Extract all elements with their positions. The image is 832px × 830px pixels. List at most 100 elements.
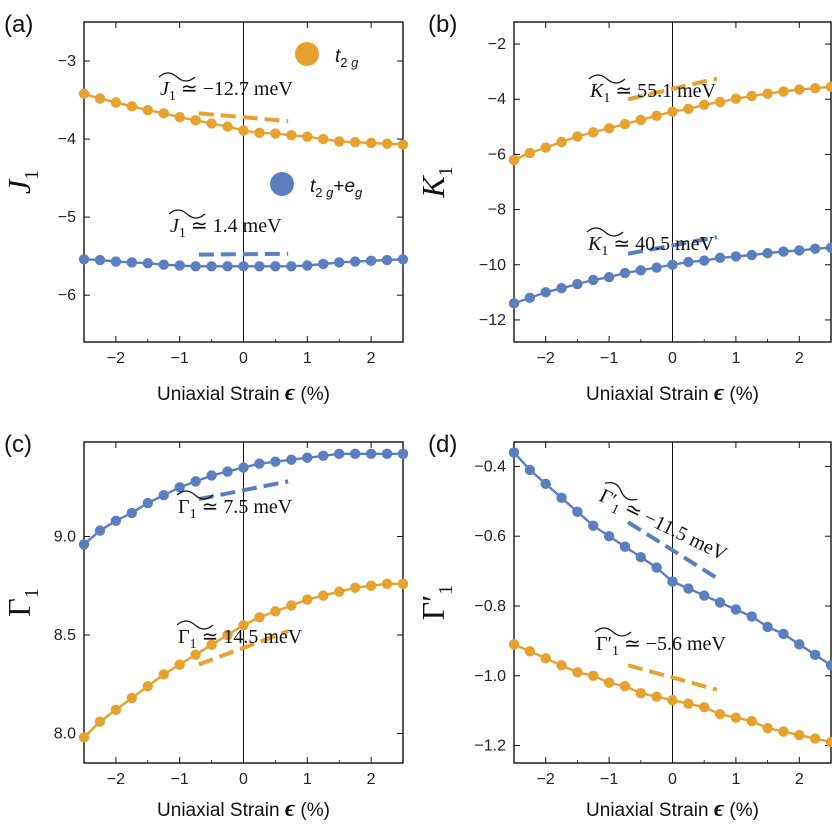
data-point	[556, 136, 567, 148]
data-point	[730, 251, 742, 262]
data-point	[699, 701, 710, 713]
data-point	[683, 256, 694, 268]
x-tick-label: 0	[239, 771, 248, 788]
y-tick-label: −3	[58, 53, 76, 70]
x-tick-label: 1	[303, 771, 312, 788]
y-tick-label: −0.6	[474, 528, 506, 545]
data-point	[126, 507, 138, 519]
data-point	[78, 88, 90, 100]
x-tick-label: 1	[303, 350, 312, 367]
data-point	[683, 698, 694, 709]
data-point	[78, 732, 90, 743]
data-point	[381, 254, 393, 266]
data-point	[397, 254, 409, 265]
tilde-accent	[176, 620, 214, 630]
data-point	[349, 256, 361, 267]
panel-label: (b)	[428, 11, 457, 38]
data-point	[222, 629, 233, 641]
data-point	[572, 131, 583, 142]
data-point	[334, 136, 345, 147]
data-point	[778, 628, 789, 640]
data-point	[556, 283, 567, 294]
slope-annotation: Γ1 ≃ 7.5 meV	[178, 496, 293, 522]
data-point	[572, 506, 583, 517]
data-point	[683, 103, 694, 115]
data-point	[94, 93, 106, 104]
data-point	[746, 90, 757, 102]
data-point	[809, 243, 821, 254]
data-point	[746, 715, 757, 727]
data-point	[349, 582, 361, 593]
data-point	[651, 110, 662, 121]
data-point	[126, 257, 138, 268]
y-tick-label: 8.0	[54, 725, 76, 742]
data-point	[778, 726, 789, 737]
series-t2g	[78, 88, 409, 150]
x-tick-label: 1	[731, 771, 740, 788]
data-point	[238, 261, 249, 272]
data-point	[142, 104, 153, 116]
data-point	[94, 254, 106, 266]
slope-annotation: K1 ≃ 55.1 meV	[589, 80, 717, 106]
slope-dash-line	[198, 479, 289, 502]
data-point	[365, 255, 377, 267]
panel-a: −2 −1 0 1 2 −6 −5 −4 −3 (a) J1 Uniaxial Strain ϵ (%…	[1, 11, 409, 406]
data-point	[238, 619, 249, 631]
legend-marker-t2g	[295, 42, 319, 66]
data-point	[588, 127, 599, 138]
data-point	[397, 139, 409, 150]
y-axis-label: J1	[1, 170, 43, 194]
data-point	[158, 669, 169, 680]
data-point	[174, 260, 185, 271]
slope-dash-line	[627, 235, 718, 256]
data-point	[778, 246, 789, 257]
data-point	[540, 653, 551, 664]
x-tick-label: −2	[537, 771, 555, 788]
legend-label-t2g: t2 g	[335, 46, 359, 70]
x-axis-label: Uniaxial Strain ϵ (%)	[157, 380, 330, 406]
data-point	[714, 252, 726, 264]
y-tick-label: −2	[488, 36, 506, 53]
data-point	[588, 520, 599, 531]
y-tick-label: −10	[479, 257, 506, 274]
data-point	[603, 677, 615, 688]
data-point	[206, 639, 217, 651]
series-t2g	[508, 81, 832, 166]
data-point	[762, 722, 773, 734]
data-point	[524, 646, 536, 657]
y-tick-label: −1.0	[474, 668, 506, 685]
tilde-accent	[158, 72, 196, 82]
data-point	[714, 597, 726, 608]
data-point	[794, 729, 805, 741]
legend: t2 g t2 g+eg	[270, 42, 363, 200]
data-point	[619, 267, 631, 279]
x-axis-label: Uniaxial Strain ϵ (%)	[157, 796, 330, 822]
slope-dash-line	[627, 76, 718, 102]
data-point	[94, 525, 106, 536]
data-point	[302, 594, 313, 605]
data-point	[349, 448, 361, 460]
data-point	[206, 118, 217, 129]
slope-annotation: Γ′1 ≃ −11.5 meV	[594, 485, 731, 570]
data-point	[302, 452, 313, 463]
data-point	[110, 256, 122, 267]
y-tick-label: −4	[488, 91, 506, 108]
y-tick-label: −0.8	[474, 598, 506, 615]
y-tick-label: −6	[58, 287, 76, 304]
x-tick-label: −2	[107, 771, 125, 788]
data-point	[254, 612, 265, 623]
data-point	[238, 462, 249, 473]
y-tick-label: −12	[479, 312, 506, 329]
data-point	[270, 261, 281, 272]
y-axis-label: Γ1	[1, 588, 43, 617]
data-point	[508, 154, 520, 166]
data-point	[190, 115, 201, 126]
data-point	[318, 133, 329, 145]
slope-annotation: Γ′1 ≃ −5.6 meV	[596, 633, 726, 659]
series-t2g-eg	[78, 448, 409, 550]
data-point	[809, 83, 821, 94]
x-tick-label: 0	[239, 350, 248, 367]
data-point	[588, 274, 599, 286]
data-point	[254, 261, 265, 272]
